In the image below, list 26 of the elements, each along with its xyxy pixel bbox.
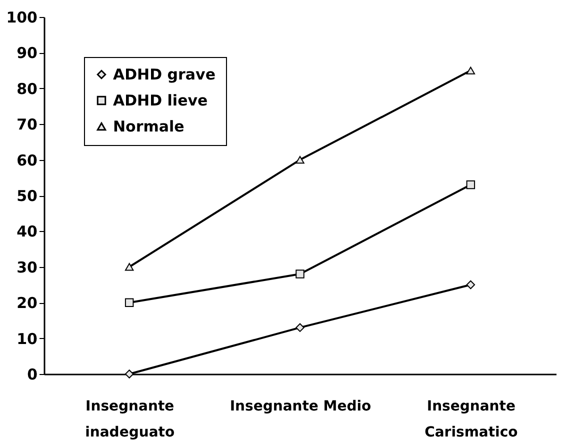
y-tick-label: 50: [16, 187, 38, 205]
y-tick-label: 0: [27, 366, 38, 384]
x-tick-label: Insegnante Carismatico: [424, 398, 518, 440]
y-tick-label: 40: [16, 222, 38, 241]
y-tick-label: 90: [16, 44, 38, 62]
y-tick-label: 70: [16, 116, 38, 134]
x-tick-label: Insegnante inadeguato: [85, 398, 175, 440]
y-tick-label: 10: [16, 330, 38, 348]
y-tick-label: 100: [6, 8, 38, 26]
legend-label: ADHD lieve: [113, 92, 208, 110]
point: [466, 280, 476, 290]
legend-label: ADHD grave: [113, 66, 216, 84]
y-tick-label: 80: [16, 80, 38, 98]
legend-label: Normale: [113, 118, 184, 136]
x-tick-label: Insegnante Medio: [230, 398, 372, 414]
y-tick-label: 30: [16, 258, 38, 276]
point: [124, 370, 134, 378]
point: [466, 66, 476, 74]
point: [296, 156, 304, 164]
point: [124, 263, 134, 271]
point: [296, 323, 304, 332]
point: [466, 180, 476, 190]
point: [124, 298, 134, 307]
y-tick-label: 60: [16, 151, 38, 170]
point: [296, 270, 304, 278]
y-tick-label: 20: [16, 294, 38, 312]
